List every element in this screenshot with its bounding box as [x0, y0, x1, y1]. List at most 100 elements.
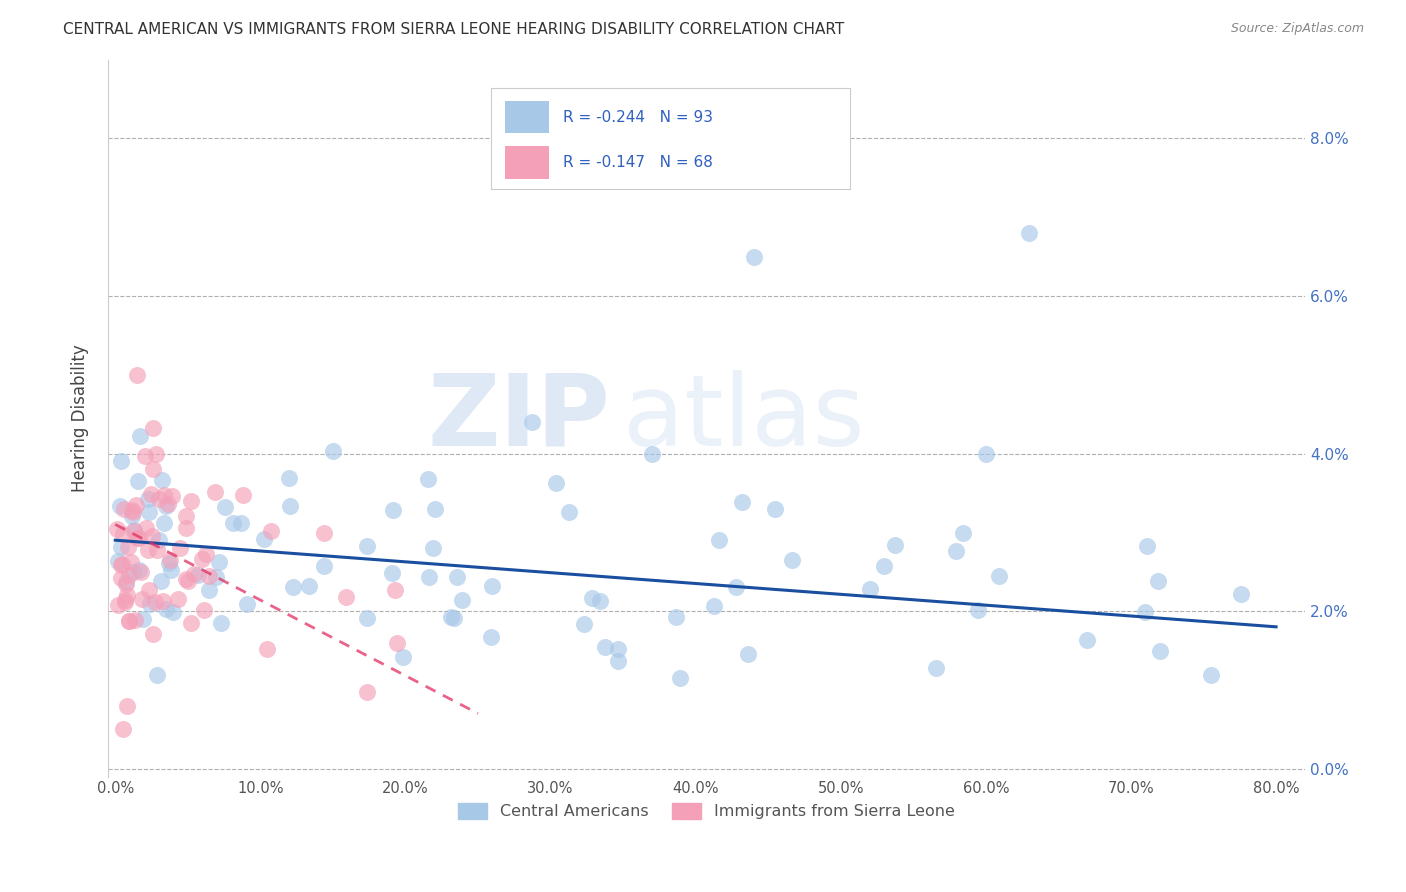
Point: [479, 631, 502, 645]
Point: [139, 597, 162, 611]
Point: [422, 541, 444, 555]
Point: [162, 605, 184, 619]
Point: [709, 533, 731, 548]
Point: [141, 529, 163, 543]
Point: [125, 498, 148, 512]
Point: [131, 612, 153, 626]
Point: [129, 566, 152, 580]
Point: [425, 502, 447, 516]
Point: [114, 574, 136, 589]
Point: [145, 447, 167, 461]
Point: [231, 516, 253, 530]
Point: [134, 450, 156, 464]
Point: [148, 533, 170, 547]
Point: [118, 568, 141, 582]
Point: [125, 531, 148, 545]
Point: [731, 495, 754, 509]
Point: [416, 472, 439, 486]
Point: [121, 565, 143, 579]
Point: [665, 610, 688, 624]
Point: [152, 594, 174, 608]
Point: [174, 572, 197, 586]
Point: [122, 505, 145, 519]
Point: [588, 593, 610, 607]
Point: [1229, 587, 1251, 601]
Point: [945, 543, 967, 558]
Text: ZIP: ZIP: [427, 369, 610, 467]
Point: [138, 504, 160, 518]
Point: [108, 499, 131, 513]
Point: [142, 421, 165, 435]
Point: [780, 553, 803, 567]
Point: [128, 563, 150, 577]
Point: [110, 454, 132, 468]
Point: [153, 516, 176, 530]
Point: [298, 579, 321, 593]
Point: [253, 533, 276, 547]
Point: [356, 539, 378, 553]
Point: [197, 569, 219, 583]
Point: [256, 642, 278, 657]
Point: [159, 552, 181, 566]
Point: [105, 522, 128, 536]
Point: [987, 568, 1010, 582]
Point: [128, 531, 150, 545]
Point: [742, 250, 765, 264]
Point: [278, 471, 301, 485]
Point: [183, 567, 205, 582]
Point: [384, 582, 406, 597]
Y-axis label: Hearing Disability: Hearing Disability: [72, 344, 89, 491]
Point: [110, 558, 132, 572]
Point: [187, 567, 209, 582]
Point: [481, 579, 503, 593]
Point: [446, 570, 468, 584]
Point: [558, 505, 581, 519]
Point: [194, 547, 217, 561]
Point: [214, 500, 236, 514]
Point: [763, 501, 786, 516]
Point: [1135, 605, 1157, 619]
Point: [236, 597, 259, 611]
Point: [1149, 644, 1171, 658]
Point: [160, 489, 183, 503]
Point: [884, 538, 907, 552]
Point: [117, 614, 139, 628]
Point: [138, 543, 160, 558]
Point: [703, 599, 725, 613]
Point: [391, 650, 413, 665]
Point: [131, 592, 153, 607]
Point: [669, 671, 692, 685]
Point: [312, 526, 335, 541]
Point: [112, 502, 135, 516]
Point: [193, 603, 215, 617]
Point: [443, 611, 465, 625]
Point: [124, 614, 146, 628]
Point: [873, 559, 896, 574]
Point: [322, 444, 344, 458]
Point: [180, 615, 202, 630]
Point: [204, 484, 226, 499]
Point: [595, 640, 617, 654]
Point: [520, 415, 543, 429]
Point: [1147, 574, 1170, 588]
Point: [155, 602, 177, 616]
Point: [581, 591, 603, 605]
Point: [278, 499, 301, 513]
Point: [211, 616, 233, 631]
Point: [118, 615, 141, 629]
Point: [174, 520, 197, 534]
Point: [107, 599, 129, 613]
Point: [356, 610, 378, 624]
Point: [974, 446, 997, 460]
Point: [335, 590, 357, 604]
Point: [1199, 667, 1222, 681]
Point: [232, 488, 254, 502]
Point: [725, 580, 748, 594]
Point: [966, 603, 988, 617]
Point: [544, 476, 567, 491]
Point: [1018, 226, 1040, 240]
Point: [120, 556, 142, 570]
Point: [281, 580, 304, 594]
Point: [142, 627, 165, 641]
Point: [167, 592, 190, 607]
